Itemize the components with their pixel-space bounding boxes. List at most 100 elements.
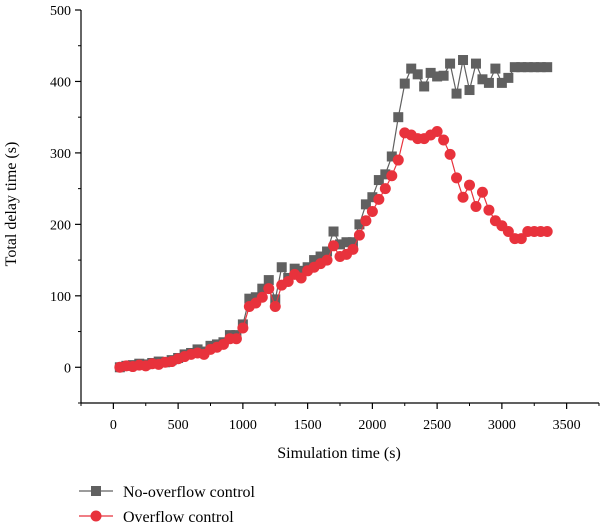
data-point-square — [445, 58, 456, 69]
plot-series — [114, 55, 553, 373]
data-point-square — [464, 85, 475, 96]
data-point-circle — [502, 226, 514, 238]
data-point-circle — [366, 206, 378, 218]
y-axis-title: Total delay time (s) — [3, 142, 20, 267]
data-point-square — [458, 55, 469, 66]
x-tick-label: 2000 — [358, 418, 386, 433]
legend-marker-circle — [90, 510, 102, 522]
y-tick-label: 200 — [50, 218, 71, 233]
data-point-square — [490, 63, 501, 74]
data-point-circle — [476, 186, 488, 198]
data-point-circle — [438, 134, 450, 146]
data-point-square — [354, 219, 365, 230]
legend: No-overflow control Overflow control — [79, 484, 256, 526]
data-point-circle — [328, 240, 340, 252]
data-point-square — [483, 77, 494, 88]
data-point-circle — [457, 191, 469, 203]
data-point-square — [399, 78, 410, 89]
data-point-square — [419, 81, 430, 92]
data-point-square — [360, 199, 371, 210]
data-point-square — [438, 70, 449, 81]
axes: 0 100 200 300 400 500 0 500 1000 1500 2000 2500 3000… — [50, 4, 600, 433]
data-point-circle — [483, 204, 495, 216]
data-point-square — [406, 63, 417, 74]
data-point-square — [296, 265, 307, 276]
data-point-square — [477, 74, 488, 85]
series-2 — [114, 125, 553, 373]
data-point-square — [503, 72, 514, 83]
data-point-square — [244, 293, 255, 304]
y-tick-label: 100 — [50, 290, 71, 305]
data-point-square — [380, 169, 391, 180]
data-point-circle — [379, 183, 391, 195]
data-point-circle — [237, 322, 249, 334]
data-point-square — [309, 255, 320, 266]
data-point-square — [322, 246, 333, 257]
data-point-circle — [263, 283, 275, 295]
data-point-circle — [373, 193, 385, 205]
data-point-square — [263, 275, 274, 286]
data-point-circle — [451, 172, 463, 184]
y-tick-label: 0 — [64, 361, 71, 376]
data-point-circle — [444, 148, 456, 160]
data-point-circle — [431, 125, 443, 137]
legend-label: Overflow control — [123, 509, 234, 526]
data-point-circle — [347, 243, 359, 255]
data-point-square — [393, 112, 404, 123]
data-point-square — [516, 62, 527, 73]
data-point-square — [341, 237, 352, 248]
data-point-square — [509, 62, 520, 73]
data-point-circle — [541, 226, 553, 238]
data-point-square — [315, 251, 326, 262]
data-point-square — [412, 69, 423, 80]
x-tick-label: 1000 — [229, 418, 257, 433]
data-point-square — [289, 263, 300, 274]
data-point-circle — [282, 276, 294, 288]
data-point-square — [542, 62, 553, 73]
data-point-circle — [464, 179, 475, 191]
data-point-square — [373, 175, 384, 186]
data-point-circle — [295, 272, 307, 284]
data-point-circle — [470, 201, 482, 212]
data-point-circle — [392, 154, 404, 166]
data-point-circle — [269, 301, 281, 313]
data-point-square — [335, 239, 345, 250]
y-tick-label: 300 — [50, 147, 71, 162]
data-point-square — [347, 237, 358, 248]
legend-item-2: Overflow control — [79, 509, 234, 526]
x-tick-label: 3000 — [488, 418, 516, 433]
series-line — [119, 59, 548, 368]
data-point-square — [535, 62, 546, 73]
data-point-square — [451, 88, 462, 99]
data-point-circle — [353, 229, 365, 241]
x-tick-label: 1500 — [294, 418, 322, 433]
data-point-circle — [256, 291, 268, 303]
x-tick-label: 0 — [110, 418, 117, 433]
x-tick-label: 3500 — [553, 418, 581, 433]
data-point-square — [386, 151, 397, 162]
data-point-square — [425, 67, 436, 78]
data-point-square — [496, 77, 507, 88]
data-point-square — [276, 262, 287, 273]
data-point-square — [270, 294, 281, 305]
data-point-square — [257, 283, 268, 294]
data-point-circle — [515, 233, 527, 245]
data-point-square — [432, 71, 443, 82]
data-point-circle — [321, 254, 333, 266]
x-tick-label: 500 — [168, 418, 189, 433]
x-tick-label: 2500 — [423, 418, 451, 433]
legend-marker-square — [91, 486, 101, 496]
data-point-square — [328, 226, 339, 237]
y-tick-label: 400 — [50, 75, 71, 90]
data-point-circle — [360, 215, 372, 227]
data-point-square — [529, 62, 540, 73]
data-point-circle — [230, 333, 242, 345]
legend-item-1: No-overflow control — [79, 484, 256, 501]
x-axis-title: Simulation time (s) — [277, 445, 401, 462]
data-point-square — [522, 62, 533, 73]
data-point-circle — [386, 170, 398, 182]
legend-label: No-overflow control — [123, 484, 256, 501]
data-point-square — [250, 292, 261, 303]
data-point-square — [367, 192, 378, 203]
